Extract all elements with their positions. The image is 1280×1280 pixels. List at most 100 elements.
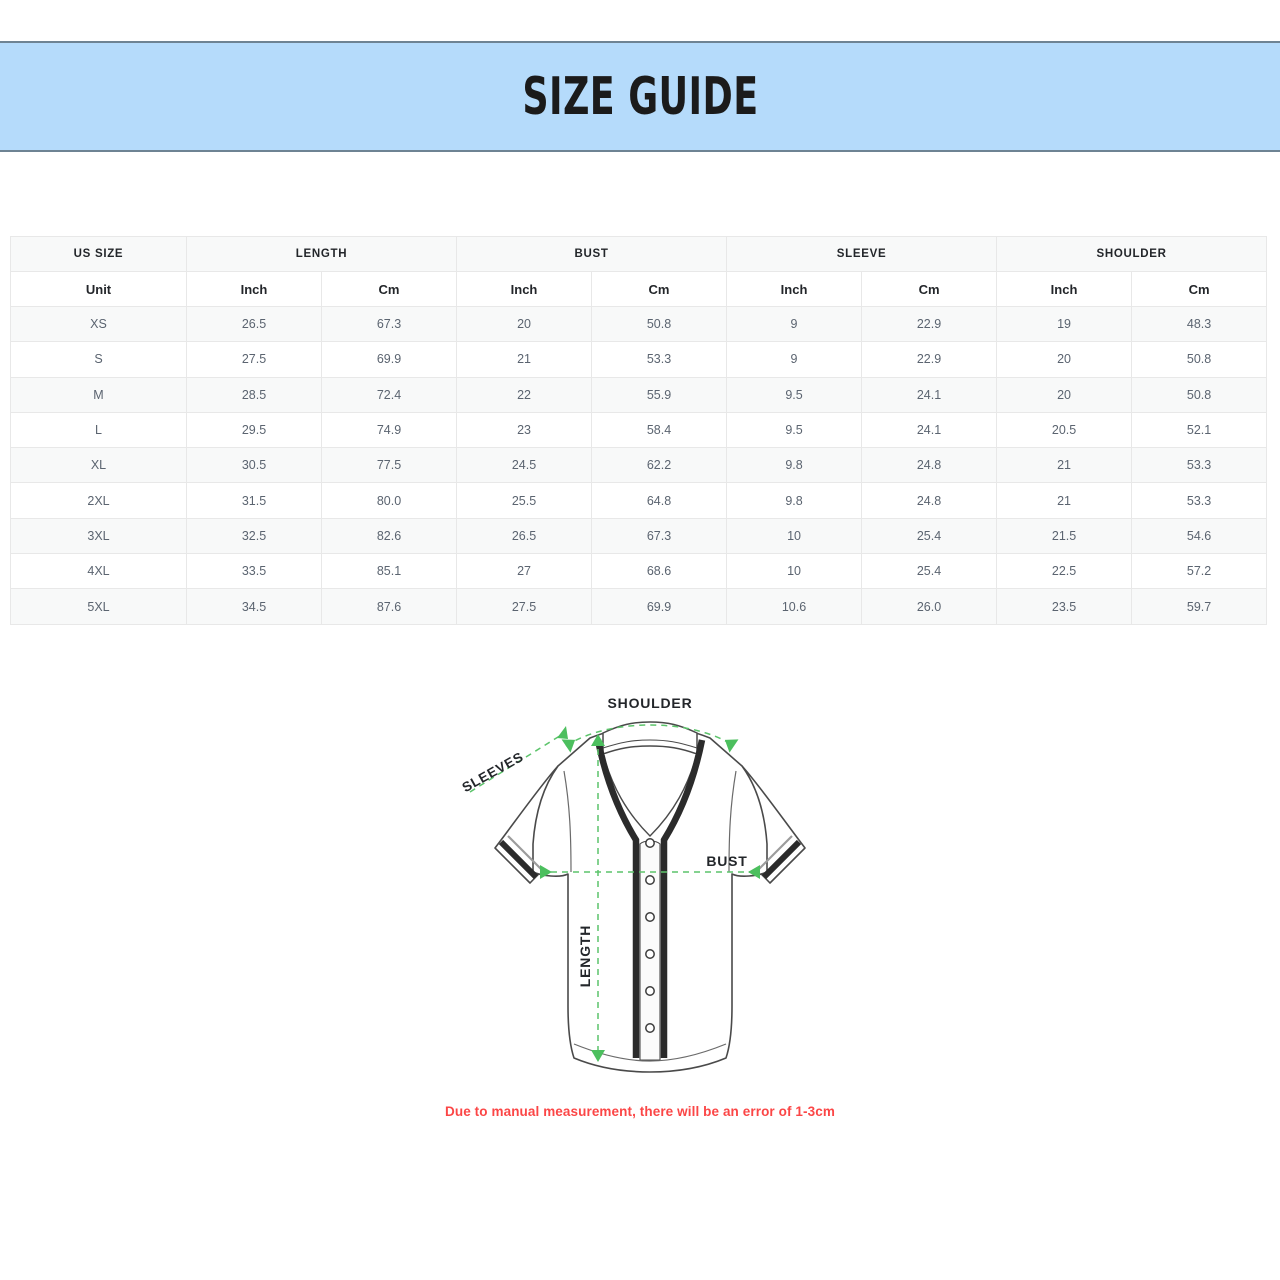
measurement-disclaimer: Due to manual measurement, there will be… (445, 1104, 835, 1119)
cell-measure: 55.9 (591, 376, 728, 413)
cell-measure: 20 (996, 341, 1133, 378)
cell-measure: 29.5 (186, 411, 322, 449)
jersey-neckline (602, 753, 698, 837)
length-arrow-bottom (591, 1050, 605, 1062)
cell-measure: 69.9 (320, 341, 458, 378)
cell-measure: 26.5 (456, 517, 593, 555)
unit-header-sleeve-inch: Inch (726, 271, 863, 307)
column-group-bust: BUST (456, 236, 728, 272)
cell-measure: 21 (456, 341, 593, 378)
cell-measure: 24.8 (861, 447, 998, 484)
cell-measure: 68.6 (591, 553, 728, 590)
cell-measure: 10 (726, 517, 863, 555)
cell-measure: 24.1 (861, 411, 998, 449)
jersey-button (645, 1023, 655, 1033)
cell-measure: 50.8 (591, 305, 728, 343)
cell-measure: 67.3 (591, 517, 728, 555)
group-header-row: US SIZE LENGTH BUST SLEEVE SHOULDER (10, 236, 1268, 272)
cell-measure: 74.9 (320, 411, 458, 449)
cell-measure: 50.8 (1131, 341, 1268, 378)
cell-measure: 82.6 (320, 517, 458, 555)
cell-measure: 9 (726, 341, 863, 378)
cell-measure: 19 (996, 305, 1133, 343)
unit-header-size: Unit (10, 271, 187, 307)
cell-measure: 54.6 (1131, 517, 1268, 555)
cell-measure: 72.4 (320, 376, 458, 413)
unit-header-bust-inch: Inch (456, 271, 593, 307)
column-group-shoulder: SHOULDER (996, 236, 1268, 272)
jersey-cuff-stripe-left (498, 839, 539, 880)
cell-measure: 28.5 (186, 376, 322, 413)
cell-measure: 22.5 (996, 553, 1133, 590)
table-row: S 27.5 69.9 21 53.3 9 22.9 20 50.8 (10, 341, 1268, 378)
jersey-placket-left-trim (594, 739, 640, 1058)
unit-header-length-cm: Cm (320, 271, 458, 307)
unit-header-shoulder-inch: Inch (996, 271, 1133, 307)
jersey-button (645, 875, 655, 885)
cell-measure: 10.6 (726, 588, 863, 625)
cell-measure: 62.2 (591, 447, 728, 484)
unit-header-shoulder-cm: Cm (1131, 271, 1268, 307)
jersey-button (645, 986, 655, 996)
table-row: M 28.5 72.4 22 55.9 9.5 24.1 20 50.8 (10, 376, 1268, 413)
cell-measure: 53.3 (591, 341, 728, 378)
jersey-cuff-stripes (498, 835, 802, 880)
table-row: XS 26.5 67.3 20 50.8 9 22.9 19 48.3 (10, 305, 1268, 343)
cell-measure: 32.5 (186, 517, 322, 555)
shoulder-measure-line (565, 724, 735, 747)
cell-measure: 9 (726, 305, 863, 343)
cell-measure: 34.5 (186, 588, 322, 625)
cell-measure: 24.8 (861, 482, 998, 519)
cell-measure: 27 (456, 553, 593, 590)
cell-size: 4XL (10, 553, 187, 590)
cell-measure: 9.8 (726, 447, 863, 484)
bust-label: BUST (706, 853, 747, 869)
length-arrow-top (591, 734, 605, 746)
jersey-button (645, 949, 655, 959)
cell-size: XL (10, 447, 187, 484)
cell-measure: 21 (996, 482, 1133, 519)
unit-header-bust-cm: Cm (591, 271, 728, 307)
cell-measure: 22.9 (861, 305, 998, 343)
shoulder-arrow-right (724, 739, 739, 753)
length-label: LENGTH (577, 925, 593, 987)
cell-measure: 25.5 (456, 482, 593, 519)
cell-measure: 30.5 (186, 447, 322, 484)
cell-measure: 24.5 (456, 447, 593, 484)
jersey-cuff-stripe-right (761, 839, 802, 880)
cell-measure: 85.1 (320, 553, 458, 590)
cell-size: 3XL (10, 517, 187, 555)
bust-arrow-left (540, 865, 552, 879)
jersey-placket-right-trim (660, 739, 706, 1058)
cell-measure: 53.3 (1131, 482, 1268, 519)
cell-measure: 9.5 (726, 376, 863, 413)
cell-measure: 77.5 (320, 447, 458, 484)
cell-measure: 10 (726, 553, 863, 590)
cell-size: L (10, 411, 187, 449)
table-row: 3XL 32.5 82.6 26.5 67.3 10 25.4 21.5 54.6 (10, 517, 1268, 555)
jersey-seam-left (563, 770, 572, 873)
cell-measure: 59.7 (1131, 588, 1268, 625)
jersey-button (645, 838, 655, 848)
sleeves-measure-line (469, 731, 567, 793)
size-chart-table: US SIZE LENGTH BUST SLEEVE SHOULDER Unit… (10, 236, 1268, 625)
table-row: XL 30.5 77.5 24.5 62.2 9.8 24.8 21 53.3 (10, 447, 1268, 484)
cell-measure: 27.5 (456, 588, 593, 625)
column-group-sleeve: SLEEVE (726, 236, 998, 272)
column-group-length: LENGTH (185, 236, 458, 272)
table-row: 5XL 34.5 87.6 27.5 69.9 10.6 26.0 23.5 59.7 (10, 588, 1268, 625)
cell-measure: 25.4 (861, 553, 998, 590)
cell-measure: 53.3 (1131, 447, 1268, 484)
cell-measure: 69.9 (591, 588, 728, 625)
cell-measure: 87.6 (320, 588, 458, 625)
measurement-guides (469, 724, 760, 1060)
table-row: 4XL 33.5 85.1 27 68.6 10 25.4 22.5 57.2 (10, 553, 1268, 590)
cell-measure: 26.0 (861, 588, 998, 625)
cell-measure: 31.5 (186, 482, 322, 519)
cell-size: M (10, 376, 187, 413)
table-header: US SIZE LENGTH BUST SLEEVE SHOULDER Unit… (10, 236, 1268, 307)
cell-measure: 21 (996, 447, 1133, 484)
cell-size: XS (10, 305, 187, 343)
cell-measure: 57.2 (1131, 553, 1268, 590)
jersey-button (645, 912, 655, 922)
